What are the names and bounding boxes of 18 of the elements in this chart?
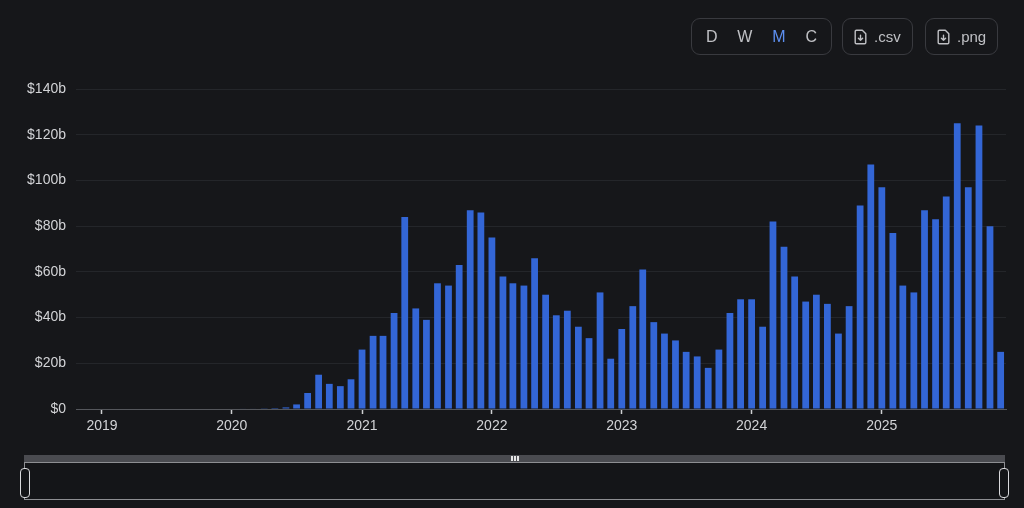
x-tick-label: 2025: [866, 417, 898, 434]
x-tick-label: 2021: [346, 417, 378, 434]
x-tick-label: 2024: [736, 417, 768, 434]
download-button: .csv: [842, 18, 913, 55]
x-tick-label: 2022: [476, 417, 508, 434]
x-tick-label: 2019: [86, 417, 118, 434]
x-tick-label: 2023: [606, 417, 638, 434]
period-toggle: D W M C: [691, 18, 832, 55]
y-tick-label: $60b: [34, 262, 67, 279]
y-tick-label: $140b: [27, 79, 67, 96]
y-tick-label: $120b: [27, 125, 67, 142]
y-tick-label: $0: [50, 399, 67, 416]
y-tick-label: $100b: [27, 171, 67, 188]
download-button: .png: [925, 18, 998, 55]
y-tick-label: $20b: [34, 354, 67, 371]
y-tick-label: $80b: [34, 217, 67, 233]
x-tick-label: 2020: [216, 417, 248, 434]
y-tick-label: $40b: [34, 308, 67, 325]
